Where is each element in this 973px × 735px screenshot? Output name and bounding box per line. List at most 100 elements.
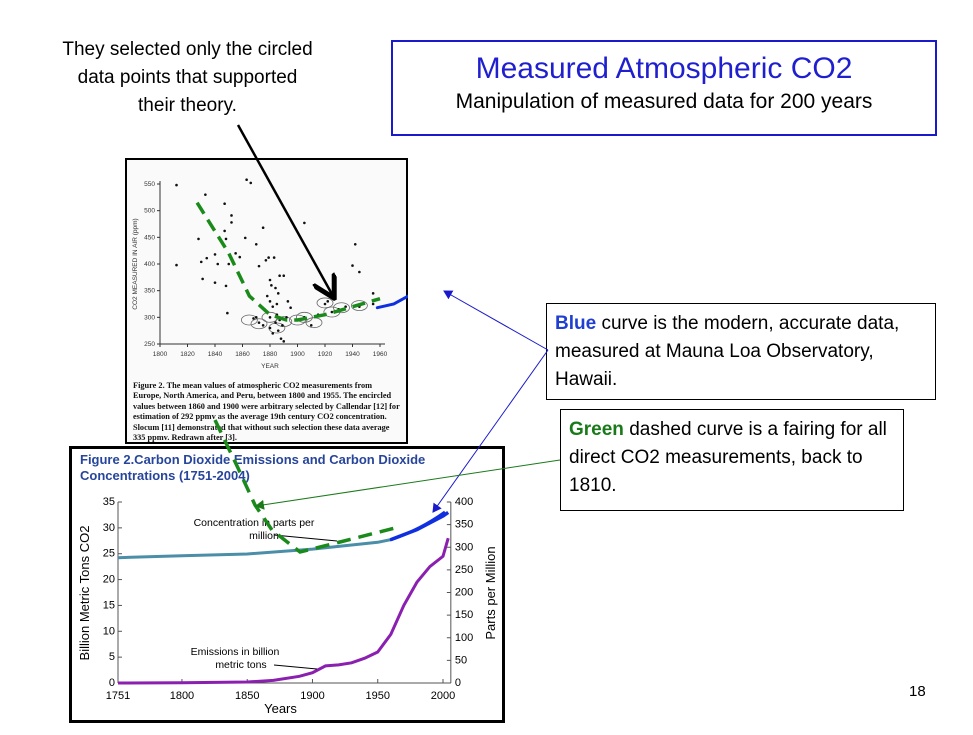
blue-curve-callout: Blue curve is the modern, accurate data,… [546,303,936,400]
data-point [268,278,272,282]
concentration-line [117,538,392,560]
y-tick-label: 400 [144,261,155,268]
data-point [271,332,275,335]
x-tick-label: 1751 [106,690,130,702]
x-tick-label: 1800 [170,690,194,702]
selection-circle [350,300,368,312]
title-box: Measured Atmospheric CO2 Manipulation of… [391,40,937,136]
data-point [223,229,226,233]
data-point [265,294,269,298]
data-point [289,306,292,310]
data-point [261,226,265,230]
data-point [323,302,327,306]
data-point [261,324,265,327]
x-tick-label: 1950 [365,690,389,702]
slide-subtitle: Manipulation of measured data for 200 ye… [455,90,873,113]
y-tick-label: 5 [109,651,115,663]
data-point [267,256,270,259]
emissions-line [117,537,450,685]
y-right-tick-label: 150 [455,609,473,621]
y-tick-label: 500 [144,208,155,215]
y-tick-label: 300 [144,314,155,321]
y-tick-label: 0 [109,677,115,689]
data-point [309,324,313,327]
y-right-tick-label: 50 [455,654,467,666]
data-point [199,260,203,264]
y-right-tick-label: 400 [455,496,473,508]
data-point [205,256,209,260]
y-tick-label: 550 [144,181,155,188]
blue-callout-text: curve is the modern, accurate data, meas… [555,313,900,390]
data-point [224,237,228,241]
data-point [272,256,276,259]
green-keyword: Green [569,419,624,440]
data-point [238,255,242,259]
x-tick-label: 2000 [431,690,455,702]
blue-keyword: Blue [555,313,597,334]
x-tick-label: 1860 [235,351,250,358]
data-point [330,310,334,314]
data-point [243,236,247,240]
callout-text: They selected only the circled data poin… [62,39,313,116]
x-tick-label: 1900 [300,690,324,702]
data-point [268,316,272,319]
x-tick-label: 1960 [373,351,388,358]
green-fairing-curve [195,201,381,322]
selection-circle [250,318,268,330]
data-point [254,316,258,319]
figure-caption: Figure 2. The mean values of atmospheric… [133,381,400,443]
data-point [257,264,261,268]
green-curve-callout: Green dashed curve is a fairing for all … [560,409,904,511]
selection-circle [295,311,313,323]
y-right-tick-label: 200 [455,587,473,599]
data-point [276,292,280,295]
page-number: 18 [909,683,926,700]
concentration-pointer [273,534,338,542]
x-tick-label: 1840 [208,351,223,358]
data-point [279,337,283,340]
concentration-mauna-loa-line [390,510,450,542]
y-tick-label: 25 [103,548,115,560]
y-tick-label: 35 [103,496,115,508]
selection-circle [305,317,323,329]
data-point [252,317,255,320]
data-point [358,270,361,274]
y-right-tick-label: 350 [455,519,473,531]
green-callout-text: dashed curve is a fairing for all direct… [569,419,887,496]
data-point [278,274,281,278]
selection-circle [333,302,350,314]
emissions-annotation: Emissions in billion [191,646,280,658]
data-point [226,311,229,315]
y-tick-label: 20 [103,574,115,586]
x-tick-label: 1920 [318,351,333,358]
x-axis-label: YEAR [261,363,279,370]
slide-title: Measured Atmospheric CO2 [475,52,853,85]
data-point [274,321,277,324]
y-axis-label-right: Parts per Million [483,546,498,639]
data-point [303,221,306,225]
y-axis-label: CO2 MEASURED IN AIR (ppm) [132,218,139,309]
y-tick-label: 30 [103,522,115,534]
data-point [249,181,253,185]
concentration-annotation-line2: million [249,530,279,542]
y-right-tick-label: 250 [455,564,473,576]
data-point [274,286,277,290]
data-point [282,274,286,278]
y-right-tick-label: 0 [455,677,461,689]
data-point [245,178,248,182]
data-point [264,258,268,262]
concentration-annotation: Concentration in parts per [194,517,315,529]
blue-arrow-top [443,290,549,351]
y-axis-label-left: Billion Metric Tons CO2 [77,526,92,661]
y-right-tick-label: 100 [455,632,473,644]
blue-mauna-loa-curve [375,294,408,310]
data-point [227,262,231,266]
y-tick-label: 10 [103,625,115,637]
data-point [230,221,233,224]
data-point [257,321,261,324]
data-point [224,284,228,288]
data-point [213,281,217,284]
data-point [270,284,273,287]
y-tick-label: 15 [103,599,115,611]
